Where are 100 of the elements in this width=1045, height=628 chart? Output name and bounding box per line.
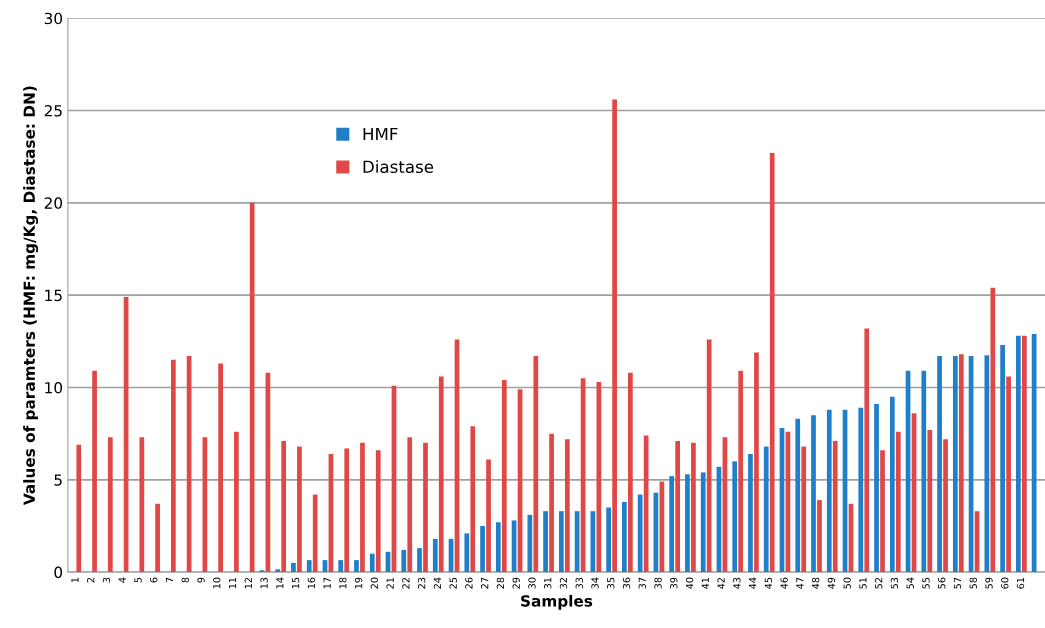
- bar: [1000, 345, 1005, 573]
- bar: [401, 549, 407, 573]
- x-tick-label: 26: [465, 577, 473, 589]
- bar: [291, 562, 296, 573]
- bar: [596, 381, 602, 573]
- legend-label: Diastase: [363, 160, 434, 174]
- bar: [937, 356, 942, 573]
- x-tick-label: 20: [370, 577, 379, 589]
- bar: [344, 448, 350, 573]
- bar: [92, 370, 97, 573]
- x-tick-label: 55: [922, 577, 930, 589]
- bar: [738, 370, 744, 573]
- x-tick-label: 17: [323, 577, 331, 589]
- x-tick-label: 21: [386, 577, 394, 589]
- bar: [1021, 335, 1027, 573]
- x-tick-label: 15: [292, 577, 300, 589]
- bar: [732, 461, 738, 573]
- y-tick-label: 5: [54, 474, 62, 486]
- x-tick-label: 27: [481, 577, 489, 589]
- bar: [558, 511, 564, 573]
- x-tick-label: 51: [859, 577, 867, 589]
- bar: [832, 441, 838, 573]
- x-tick-label: 50: [843, 577, 851, 589]
- bar: [606, 507, 611, 573]
- bar: [754, 352, 759, 573]
- bar: [464, 533, 470, 573]
- bar: [375, 450, 381, 573]
- bar: [691, 442, 696, 573]
- bar: [874, 404, 879, 573]
- x-tick-label: 25: [449, 577, 457, 589]
- x-tick-label: 39: [670, 577, 678, 589]
- x-tick-label: 7: [165, 577, 174, 583]
- x-tick-label: 35: [607, 577, 615, 589]
- bar: [921, 370, 927, 573]
- bar: [1006, 376, 1011, 573]
- bar: [107, 437, 113, 573]
- x-tick-label: 34: [591, 577, 599, 589]
- bar: [769, 152, 775, 573]
- bar: [281, 441, 287, 573]
- x-tick-label: 11: [228, 577, 237, 589]
- x-tick-label: 12: [244, 577, 252, 589]
- x-tick-label: 48: [811, 577, 820, 589]
- bar: [795, 418, 801, 573]
- x-tick-label: 41: [701, 577, 709, 589]
- x-tick-label: 5: [134, 577, 142, 583]
- bar: [369, 553, 375, 573]
- x-tick-label: 45: [764, 577, 773, 589]
- bar: [622, 501, 627, 573]
- x-tick-label: 23: [417, 577, 426, 589]
- bar: [858, 407, 864, 573]
- x-tick-label: 6: [150, 577, 158, 583]
- x-tick-label: 44: [749, 577, 757, 589]
- x-tick-label: 54: [906, 577, 914, 589]
- x-tick-label: 40: [685, 577, 694, 589]
- x-tick-label: 8: [181, 577, 189, 583]
- x-tick-label: 47: [796, 577, 804, 589]
- x-axis-title: Samples: [521, 594, 593, 610]
- x-tick-label: 59: [985, 577, 993, 589]
- bar: [480, 525, 485, 573]
- bar: [811, 415, 816, 573]
- bar: [927, 429, 933, 573]
- x-tick-label: 61: [1016, 577, 1025, 589]
- x-tick-label: 57: [953, 577, 962, 589]
- bar: [990, 287, 996, 573]
- bar: [234, 431, 239, 573]
- bar: [275, 569, 281, 573]
- bar: [501, 380, 507, 573]
- x-tick-label: 52: [874, 577, 883, 589]
- x-tick-label: 1: [71, 577, 79, 583]
- bar: [880, 450, 885, 573]
- x-tick-label: 58: [969, 577, 977, 589]
- bar: [312, 494, 318, 573]
- bar: [139, 437, 145, 573]
- x-tick-label: 53: [890, 577, 899, 589]
- x-tick-label: 13: [260, 577, 268, 589]
- bar: [801, 446, 807, 573]
- bar: [76, 444, 82, 573]
- bar: [218, 363, 223, 573]
- bar: [628, 372, 633, 573]
- bar: [943, 439, 948, 573]
- bar: [564, 439, 570, 573]
- bar: [486, 459, 491, 573]
- bar: [958, 354, 964, 573]
- bar: [527, 514, 533, 573]
- bar: [637, 494, 643, 573]
- bar: [407, 437, 413, 573]
- bar: [170, 359, 176, 573]
- bar: [675, 441, 681, 573]
- bar: [155, 503, 160, 573]
- y-tick-label: 15: [45, 289, 62, 302]
- x-tick-label: 42: [717, 577, 725, 589]
- bar: [306, 560, 312, 573]
- bar: [817, 500, 822, 573]
- x-tick-label: 4: [118, 577, 126, 583]
- x-tick-label: 36: [622, 577, 631, 589]
- bar: [543, 511, 548, 573]
- bar: [748, 453, 753, 573]
- x-tick-label: 29: [512, 577, 520, 589]
- bar: [685, 474, 690, 573]
- x-tick-label: 14: [276, 577, 284, 589]
